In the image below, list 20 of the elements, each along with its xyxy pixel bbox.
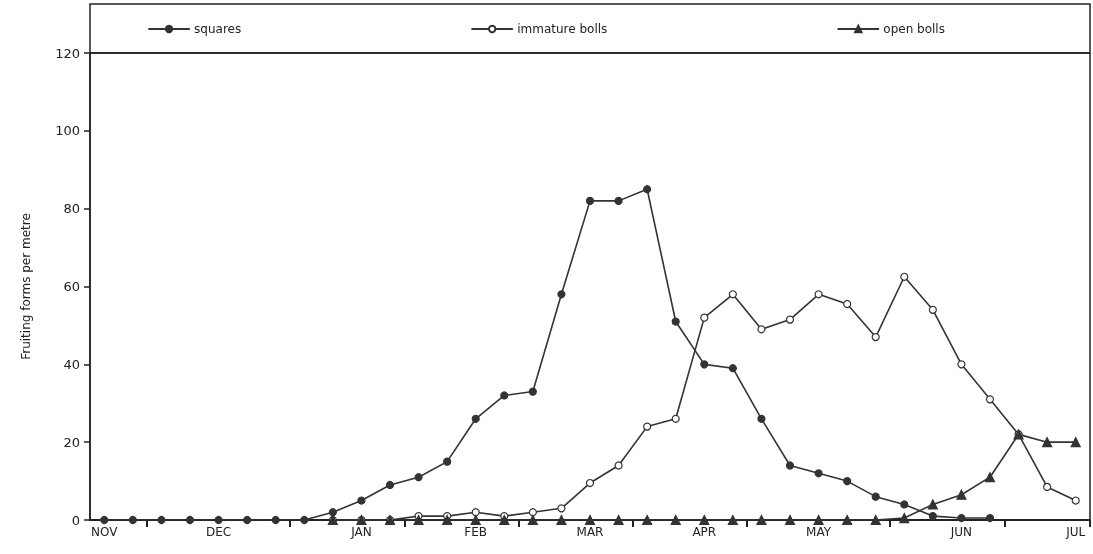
y-tick-label: 60 — [63, 279, 80, 294]
x-tick-label: FEB — [464, 525, 488, 539]
x-tick-label: MAY — [806, 525, 832, 539]
y-tick-label: 0 — [71, 512, 80, 528]
y-tick-label: 40 — [63, 356, 80, 372]
y-tick-label: 20 — [63, 434, 80, 450]
x-tick-label: APR — [692, 525, 717, 539]
legend-label: squares — [194, 22, 242, 36]
y-tick-label: 80 — [63, 201, 80, 217]
x-tick-label: JUN — [949, 525, 973, 539]
x-tick-label: JUL — [1065, 525, 1086, 539]
x-tick-label: JAN — [350, 525, 372, 539]
y-tick-label: 100 — [55, 123, 80, 139]
y-tick-label: 120 — [55, 45, 80, 61]
y-axis-title: Fruiting forms per metre — [19, 213, 33, 360]
x-tick-label: MAR — [576, 525, 604, 539]
x-tick-label: DEC — [205, 525, 232, 539]
legend-label: immature bolls — [517, 22, 608, 36]
x-tick-label: NOV — [91, 525, 119, 539]
legend-label: open bolls — [883, 22, 945, 36]
